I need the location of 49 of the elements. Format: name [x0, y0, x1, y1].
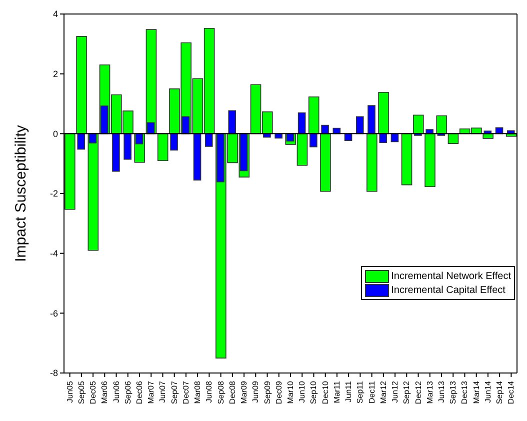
x-tick-label: Mar12 [378, 380, 388, 404]
x-tick-label: Sep07 [170, 380, 179, 404]
x-tick-label: Mar06 [100, 380, 110, 404]
x-tick-label: Jun05 [65, 380, 74, 403]
x-tick-label: Dec11 [367, 380, 376, 404]
x-tick-label: Mar11 [332, 380, 342, 404]
x-tick-label: Sep14 [495, 380, 504, 404]
x-tick-label: Mar07 [146, 380, 156, 404]
x-tick-label: Dec10 [320, 380, 330, 404]
x-tick-label: Sep10 [309, 380, 318, 404]
x-tick-label: Mar13 [425, 380, 434, 404]
x-tick-label: Mar10 [286, 380, 295, 404]
x-tick-label: Jun13 [437, 380, 446, 403]
x-tick-label: Dec09 [274, 380, 284, 404]
x-tick-label: Dec07 [181, 380, 190, 404]
x-tick-label: Sep12 [402, 380, 412, 404]
y-tick-label: 4 [52, 9, 58, 20]
x-tick-label: Sep13 [448, 380, 458, 404]
x-tick-label: Mar14 [472, 380, 481, 404]
x-tick-label: Mar08 [193, 380, 202, 404]
legend-label: Incremental Capital Effect [391, 284, 506, 296]
x-tick-label: Sep08 [216, 380, 226, 404]
x-tick-label: Jun07 [158, 380, 168, 403]
x-tick-label: Sep06 [123, 380, 132, 404]
x-tick-label: Sep05 [76, 380, 86, 404]
y-tick-label: -2 [50, 188, 58, 199]
y-tick-label: 2 [52, 69, 58, 80]
x-tick-label: Sep11 [356, 380, 365, 404]
x-tick-label: Dec06 [135, 380, 144, 404]
x-tick-label: Dec13 [460, 380, 470, 404]
x-tick-label: Sep09 [262, 380, 272, 404]
y-tick-label: -8 [50, 368, 58, 378]
x-tick-label: Dec14 [506, 380, 516, 404]
x-tick-label: Dec05 [88, 380, 98, 404]
y-tick-label: 0 [52, 128, 58, 139]
x-tick-label: Jun12 [390, 380, 400, 403]
y-tick-label: -4 [50, 248, 58, 259]
x-tick-label: Dec08 [228, 380, 237, 404]
x-tick-label: Jun06 [112, 380, 121, 403]
x-tick-label: Jun14 [483, 380, 492, 403]
y-tick-label: -6 [50, 308, 58, 318]
x-tick-label: Jun10 [298, 380, 307, 403]
x-tick-label: Jun08 [204, 380, 214, 403]
x-tick-label: Jun09 [251, 380, 260, 403]
x-tick-label: Jun11 [344, 380, 354, 402]
y-axis-title: Impact Susceptibility [12, 124, 30, 262]
x-tick-label: Mar09 [240, 380, 249, 404]
x-tick-label: Dec12 [414, 380, 423, 404]
legend-label: Incremental Network Effect [391, 270, 511, 282]
